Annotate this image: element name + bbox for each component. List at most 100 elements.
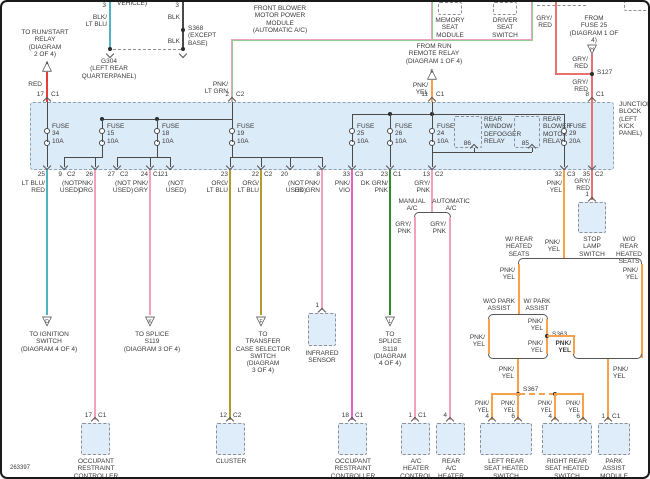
pin-number: 20 xyxy=(280,171,288,178)
wire-color-label: PNK/ YEL xyxy=(527,318,543,333)
block-wire xyxy=(261,157,262,167)
wire-pnk-yel xyxy=(563,170,565,258)
block-wire xyxy=(564,114,565,131)
ground-icon xyxy=(105,49,115,59)
wire-color-label: GRY/ RED xyxy=(536,15,552,30)
blower-relay-label: REAR BLOWER MOTOR RELAY xyxy=(543,116,572,145)
block-wire xyxy=(102,145,103,157)
memory-seat-module-label: MEMORY SEAT MODULE xyxy=(435,17,465,39)
pin-number: 27 xyxy=(107,171,115,178)
block-wire xyxy=(564,145,565,167)
wo-rear-heated-seats-label: W/O REAR HEATED SEATS xyxy=(616,236,642,265)
offpage-connector-icon: △ E xyxy=(423,67,441,80)
pin-number: 2 xyxy=(225,91,229,98)
cut-box-edge xyxy=(537,5,586,6)
wire-gry-pnk xyxy=(449,217,451,420)
block-bus xyxy=(117,157,171,158)
wire-pnk-gry xyxy=(149,170,151,315)
pin-number: 17 xyxy=(84,412,92,419)
wire-blk-ltblu xyxy=(109,2,111,49)
connector-id: C1 xyxy=(418,412,427,419)
occupant-restraint-controller-module-label: OCCUPANT RESTRAINT CONTROLLER MODULE xyxy=(330,458,376,479)
wire-color-label: PNK/ YEL xyxy=(499,267,515,282)
not-used-label: (NOT USED) xyxy=(59,180,81,195)
wire-pnk-yel xyxy=(547,335,575,337)
fuse-element xyxy=(47,133,48,142)
connector-id: C1 xyxy=(436,91,445,98)
left-rear-seat-heated-switch-label: LEFT REAR SEAT HEATED SWITCH xyxy=(483,458,529,479)
block-wire xyxy=(47,102,48,130)
blower-relay-box xyxy=(514,116,540,148)
pin-number: 6 xyxy=(576,413,580,420)
splice-s118-label: TO SPLICE S118 (DIAGRAM 4 OF 4) xyxy=(373,331,407,368)
junction-block-label: JUNCTION BLOCK (LEFT KICK PANEL) xyxy=(619,101,650,138)
wire-pnk-yel xyxy=(554,394,556,420)
pin-number: 32 xyxy=(554,171,562,178)
wire-color-label: PNK/ YEL xyxy=(622,267,638,282)
connector-id: C2 xyxy=(233,412,242,419)
ground-dot xyxy=(181,47,185,51)
block-wire xyxy=(95,157,96,167)
wire-color-label: DK GRN/ PNK xyxy=(360,180,388,195)
wire-gry-red xyxy=(591,54,593,102)
block-wire xyxy=(47,145,48,167)
offpage-connector-icon: ▽ K xyxy=(141,314,159,327)
block-wire xyxy=(64,157,65,167)
wo-park-assist-label: W/O PARK ASSIST xyxy=(482,298,516,313)
fuse-element xyxy=(432,133,433,142)
block-wire xyxy=(102,119,103,131)
wire-gry-red xyxy=(555,73,593,75)
connector-id: C2 xyxy=(435,171,444,178)
wire-pnk-ltgrn xyxy=(431,2,433,41)
pin-number: 1 xyxy=(408,412,412,419)
wire-color-label: PNK/ LT GRN xyxy=(204,81,228,96)
offpage-connector-icon: ▽ H xyxy=(583,42,601,55)
driver-seat-switch-label: DRIVER SEAT SWITCH xyxy=(492,17,518,39)
block-wire xyxy=(432,145,433,152)
splice-s127-label: S127 xyxy=(597,69,613,76)
fuse-label: FUSE 18 10A xyxy=(162,123,180,145)
remote-relay-label: FROM RUN REMOTE RELAY (DIAGRAM 1 OF 4) xyxy=(405,43,463,65)
split-brace xyxy=(414,212,451,217)
wire-pnk-yel xyxy=(431,80,433,102)
wire-pnk-yel xyxy=(517,359,519,394)
wire-color-label: PNK/ YEL xyxy=(469,334,485,349)
connector-id: C2 xyxy=(595,171,604,178)
park-assist-module-box xyxy=(598,423,630,455)
fuse-label: FUSE 34 10A xyxy=(52,123,70,145)
pin-number: 8 xyxy=(585,91,589,98)
pin-number: 1 xyxy=(601,413,605,420)
pin-number: 4 xyxy=(548,413,552,420)
block-bus xyxy=(64,157,103,158)
splice-s367-label: S367 xyxy=(523,386,539,393)
connector-id: C1 xyxy=(355,412,364,419)
occupant-restraint-controller-module-box xyxy=(338,423,367,455)
wire-pnk-yel xyxy=(518,264,520,314)
wire-pnk-yel xyxy=(491,394,493,420)
wire-blk xyxy=(182,2,184,49)
pin-number: 26 xyxy=(85,171,93,178)
connector-letter: D xyxy=(45,319,49,325)
wire-color-label: GRY/ PNK xyxy=(395,221,411,236)
connector-id: C2 xyxy=(236,91,245,98)
block-wire xyxy=(230,157,231,167)
wire-color-label: BLK xyxy=(167,14,180,21)
automatic-ac-label: AUTOMATIC A/C xyxy=(432,198,470,213)
w-park-assist-label: W/ PARK ASSIST xyxy=(523,298,551,313)
ground-link-dashed xyxy=(113,49,181,50)
fuse-element xyxy=(232,133,233,142)
pin-number: 12 xyxy=(219,412,227,419)
block-wire xyxy=(432,152,433,167)
block-wire xyxy=(432,114,433,131)
wire-color-label: PNK/ YEL xyxy=(474,401,489,414)
connector-letter: E xyxy=(430,69,434,75)
block-wire xyxy=(390,114,391,131)
block-wire xyxy=(352,145,353,167)
block-wire xyxy=(290,157,291,167)
pin-3-label: 3 xyxy=(102,2,106,9)
wire-color-label: PNK/ GRY xyxy=(132,180,148,195)
occupant-restraint-controller-label: OCCUPANT RESTRAINT CONTROLLER xyxy=(73,458,119,479)
split-brace xyxy=(488,314,548,319)
pin-number: 21 xyxy=(160,171,168,178)
wire-color-label: PNK/ YEL xyxy=(527,340,543,355)
